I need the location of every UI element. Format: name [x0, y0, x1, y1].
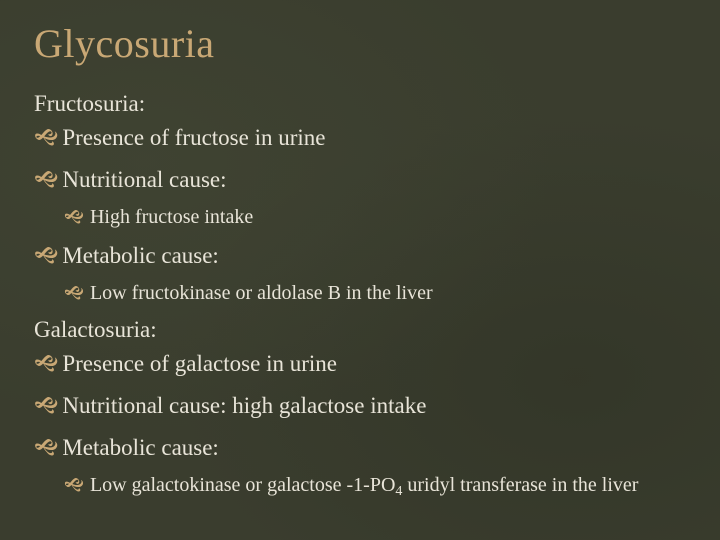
bullet-item: 🙝 Low galactokinase or galactose -1-PO4 …	[64, 473, 686, 503]
bullet-text: Presence of fructose in urine	[62, 125, 325, 151]
bullet-icon: 🙝	[64, 281, 84, 311]
bullet-icon: 🙝	[34, 347, 58, 385]
bullet-item: 🙝 Presence of fructose in urine	[34, 121, 686, 159]
bullet-item: 🙝 Nutritional cause:	[34, 163, 686, 201]
bullet-item: 🙝 Low fructokinase or aldolase B in the …	[64, 281, 686, 311]
section-heading: Fructosuria:	[34, 91, 686, 117]
bullet-item: 🙝 High fructose intake	[64, 205, 686, 235]
bullet-text: Presence of galactose in urine	[62, 351, 337, 377]
bullet-text: Nutritional cause:	[62, 167, 226, 193]
bullet-item: 🙝 Metabolic cause:	[34, 431, 686, 469]
bullet-item: 🙝 Nutritional cause: high galactose inta…	[34, 389, 686, 427]
section-heading: Galactosuria:	[34, 317, 686, 343]
bullet-icon: 🙝	[64, 205, 84, 235]
bullet-icon: 🙝	[34, 389, 58, 427]
bullet-text: High fructose intake	[90, 206, 253, 229]
bullet-text: Low fructokinase or aldolase B in the li…	[90, 282, 433, 305]
bullet-item: 🙝 Presence of galactose in urine	[34, 347, 686, 385]
bullet-text: Nutritional cause: high galactose intake	[62, 393, 426, 419]
bullet-text: Metabolic cause:	[62, 243, 218, 269]
bullet-icon: 🙝	[34, 431, 58, 469]
bullet-item: 🙝 Metabolic cause:	[34, 239, 686, 277]
bullet-icon: 🙝	[34, 121, 58, 159]
slide-title: Glycosuria	[34, 20, 686, 67]
bullet-text: Low galactokinase or galactose -1-PO4 ur…	[90, 474, 638, 497]
bullet-icon: 🙝	[34, 239, 58, 277]
bullet-icon: 🙝	[34, 163, 58, 201]
bullet-text: Metabolic cause:	[62, 435, 218, 461]
bullet-icon: 🙝	[64, 473, 84, 503]
